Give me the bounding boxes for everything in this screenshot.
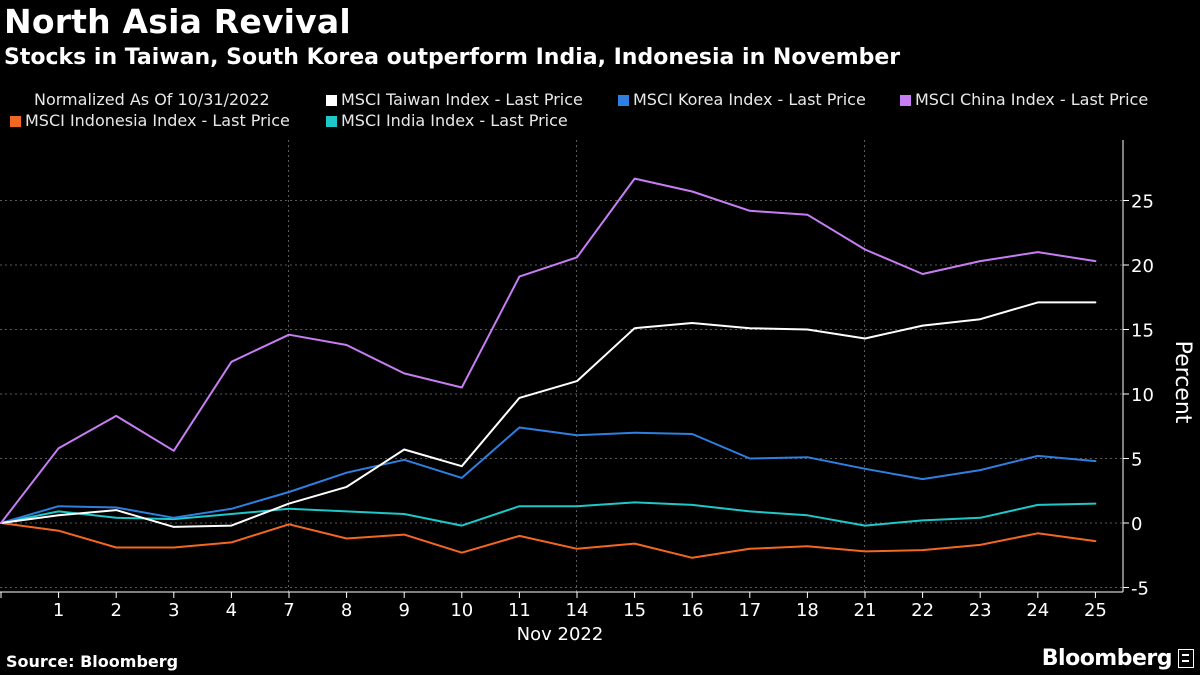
series-line-india <box>0 501 1097 527</box>
y-tick-label: 15 <box>1131 321 1154 342</box>
y-tick-label: 25 <box>1131 192 1154 213</box>
legend-swatch <box>618 95 629 106</box>
chart-title: North Asia Revival <box>4 2 351 41</box>
series-line-indonesia <box>0 522 1097 559</box>
y-tick-label: -5 <box>1131 579 1149 600</box>
x-tick-label: 14 <box>566 600 589 621</box>
y-tick-label: 20 <box>1131 256 1154 277</box>
y-tick-label: 5 <box>1131 450 1142 471</box>
legend-swatch <box>10 116 21 127</box>
legend-swatch <box>326 116 337 127</box>
x-tick-label: 16 <box>681 600 704 621</box>
x-tick-label: 17 <box>738 600 761 621</box>
legend-swatch <box>900 95 911 106</box>
series-lines <box>0 177 1097 559</box>
x-tick-label: 3 <box>168 600 179 621</box>
x-tick-label: 8 <box>341 600 352 621</box>
x-tick-label: 15 <box>623 600 646 621</box>
bloomberg-terminal-icon <box>1178 649 1194 668</box>
legend-label: MSCI China Index - Last Price <box>915 90 1149 109</box>
x-tick-label: 9 <box>398 600 409 621</box>
series-line-taiwan <box>0 301 1097 528</box>
legend-label: MSCI India Index - Last Price <box>341 111 568 130</box>
legend-item-china: MSCI China Index - Last Price <box>900 90 1148 110</box>
x-tick-label: 22 <box>911 600 934 621</box>
gridlines <box>0 140 1123 592</box>
x-tick-label: 1 <box>53 600 64 621</box>
x-tick-label: 21 <box>854 600 877 621</box>
legend-swatch <box>326 95 337 106</box>
bloomberg-logo: Bloomberg <box>1041 646 1173 671</box>
y-tick-label: 10 <box>1131 385 1154 406</box>
x-tick-label: 18 <box>796 600 819 621</box>
legend-label: MSCI Korea Index - Last Price <box>633 90 866 109</box>
chart-subtitle: Stocks in Taiwan, South Korea outperform… <box>4 45 901 70</box>
axes <box>0 140 1129 598</box>
legend-item-korea: MSCI Korea Index - Last Price <box>618 90 866 110</box>
legend-item-india: MSCI India Index - Last Price <box>326 111 568 131</box>
legend-item-taiwan: MSCI Taiwan Index - Last Price <box>326 90 583 110</box>
x-tick-label: 23 <box>969 600 992 621</box>
legend-label: MSCI Indonesia Index - Last Price <box>25 111 290 130</box>
legend-item-indonesia: MSCI Indonesia Index - Last Price <box>10 111 290 131</box>
x-axis-title: Nov 2022 <box>517 624 604 645</box>
x-tick-label: 7 <box>283 600 294 621</box>
x-tick-label: 10 <box>450 600 473 621</box>
x-tick-label: 2 <box>110 600 121 621</box>
x-tick-label: 25 <box>1084 600 1107 621</box>
x-tick-label: 24 <box>1026 600 1049 621</box>
legend: Normalized As Of 10/31/2022 MSCI Taiwan … <box>0 90 1200 134</box>
y-axis-title: Percent <box>1170 341 1195 424</box>
y-tick-label: 0 <box>1131 514 1142 535</box>
series-line-china <box>0 177 1097 524</box>
legend-label: MSCI Taiwan Index - Last Price <box>341 90 583 109</box>
x-tick-label: 4 <box>226 600 237 621</box>
source-note: Source: Bloomberg <box>6 652 179 671</box>
series-line-korea <box>0 426 1097 524</box>
x-tick-label: 11 <box>508 600 531 621</box>
legend-note: Normalized As Of 10/31/2022 <box>34 90 270 109</box>
